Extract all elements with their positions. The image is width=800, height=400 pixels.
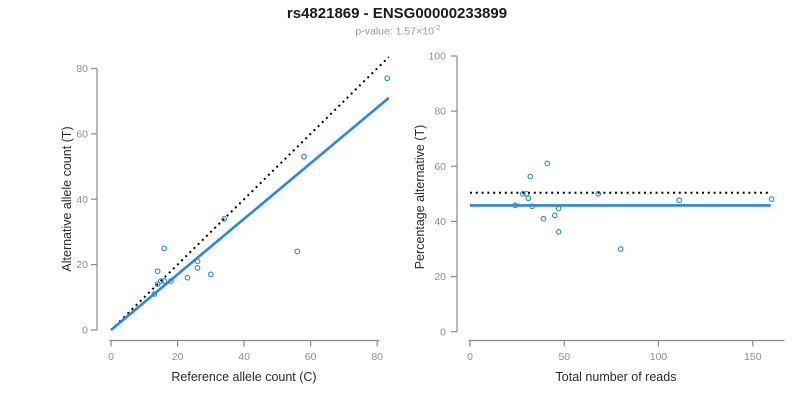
data-point bbox=[595, 190, 602, 197]
data-point bbox=[161, 245, 168, 252]
data-point bbox=[519, 190, 526, 197]
data-point bbox=[151, 291, 158, 297]
data-point bbox=[540, 215, 547, 222]
x-tick-label: 20 bbox=[172, 351, 184, 363]
x-tick-label: 150 bbox=[744, 351, 762, 363]
y-tick-label: 20 bbox=[434, 271, 446, 283]
p-value-subtitle: p-value: 1.57×10-2 bbox=[355, 23, 440, 38]
y-tick-label: 0 bbox=[440, 326, 446, 338]
data-point bbox=[768, 196, 775, 202]
x-tick-label: 100 bbox=[650, 351, 668, 363]
data-point bbox=[523, 190, 530, 197]
x-tick-label: 0 bbox=[108, 351, 114, 363]
identity-line bbox=[110, 56, 390, 331]
y-tick-label: 60 bbox=[76, 129, 88, 141]
data-point bbox=[154, 268, 161, 275]
x-tick-label: 0 bbox=[467, 351, 473, 363]
data-point bbox=[555, 205, 562, 212]
x-tick-label: 60 bbox=[305, 351, 317, 363]
data-point bbox=[158, 278, 164, 284]
right-plot: 0 20 40 60 80 100 0 50 100 150 bbox=[428, 51, 785, 363]
data-point bbox=[154, 281, 161, 288]
right-x-axis-title: Total number of reads bbox=[555, 370, 677, 384]
y-tick-label: 80 bbox=[76, 63, 88, 75]
y-tick-label: 100 bbox=[428, 51, 446, 63]
y-tick-label: 20 bbox=[76, 259, 88, 271]
p-value-base: p-value: 1.57×10 bbox=[355, 25, 434, 38]
x-tick-label: 50 bbox=[558, 351, 570, 363]
y-tick-label: 60 bbox=[434, 161, 446, 173]
data-point bbox=[676, 197, 683, 204]
y-tick-label: 40 bbox=[434, 216, 446, 228]
data-point bbox=[617, 246, 624, 252]
left-x-axis-title: Reference allele count (C) bbox=[171, 370, 317, 384]
data-point bbox=[221, 216, 227, 222]
data-point bbox=[525, 195, 532, 202]
data-point bbox=[544, 160, 551, 167]
data-point bbox=[194, 265, 201, 271]
y-tick-label: 0 bbox=[82, 325, 88, 337]
data-point bbox=[294, 248, 301, 255]
data-point bbox=[384, 75, 391, 82]
data-point bbox=[555, 229, 562, 235]
data-point bbox=[207, 271, 214, 278]
p-value-exponent: -2 bbox=[433, 23, 441, 32]
data-point bbox=[551, 212, 558, 219]
data-point bbox=[184, 274, 191, 281]
left-plot: 0 20 40 60 80 0 20 40 60 80 bbox=[76, 56, 391, 363]
fit-line bbox=[110, 96, 390, 331]
left-y-axis-title: Alternative allele count (T) bbox=[60, 126, 74, 272]
data-point bbox=[301, 153, 307, 160]
x-tick-label: 80 bbox=[371, 351, 383, 363]
x-tick-label: 40 bbox=[238, 351, 250, 363]
data-point bbox=[527, 173, 534, 180]
y-tick-label: 80 bbox=[434, 106, 446, 118]
plot-title: rs4821869 - ENSG00000233899 bbox=[286, 5, 508, 22]
y-tick-label: 40 bbox=[76, 194, 88, 206]
right-y-axis-title: Percentage alternative (T) bbox=[413, 124, 427, 270]
